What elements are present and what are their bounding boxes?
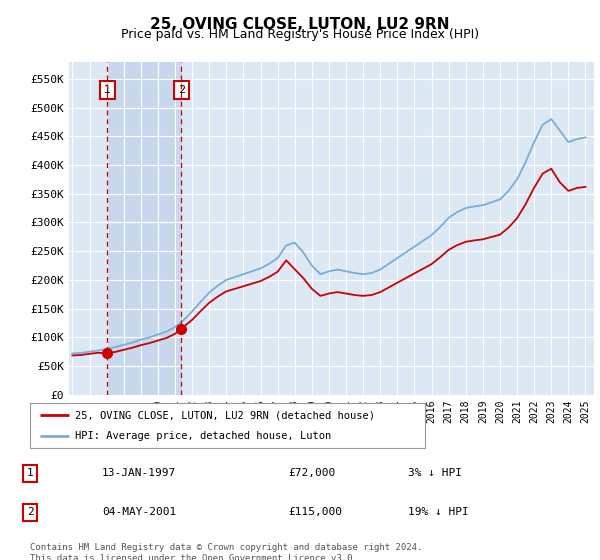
Text: 13-JAN-1997: 13-JAN-1997 <box>102 468 176 478</box>
Text: £72,000: £72,000 <box>288 468 335 478</box>
Text: 1: 1 <box>26 468 34 478</box>
Text: 25, OVING CLOSE, LUTON, LU2 9RN: 25, OVING CLOSE, LUTON, LU2 9RN <box>150 17 450 32</box>
Text: 2: 2 <box>26 507 34 517</box>
Bar <box>107 62 181 395</box>
Text: Price paid vs. HM Land Registry's House Price Index (HPI): Price paid vs. HM Land Registry's House … <box>121 28 479 41</box>
Text: £115,000: £115,000 <box>288 507 342 517</box>
Text: 3% ↓ HPI: 3% ↓ HPI <box>408 468 462 478</box>
Text: 19% ↓ HPI: 19% ↓ HPI <box>408 507 469 517</box>
Text: HPI: Average price, detached house, Luton: HPI: Average price, detached house, Luto… <box>76 431 332 441</box>
Text: 04-MAY-2001: 04-MAY-2001 <box>102 507 176 517</box>
Text: 2: 2 <box>178 85 185 95</box>
Text: Contains HM Land Registry data © Crown copyright and database right 2024.
This d: Contains HM Land Registry data © Crown c… <box>30 543 422 560</box>
Text: 1: 1 <box>104 85 111 95</box>
Text: 25, OVING CLOSE, LUTON, LU2 9RN (detached house): 25, OVING CLOSE, LUTON, LU2 9RN (detache… <box>76 410 376 421</box>
